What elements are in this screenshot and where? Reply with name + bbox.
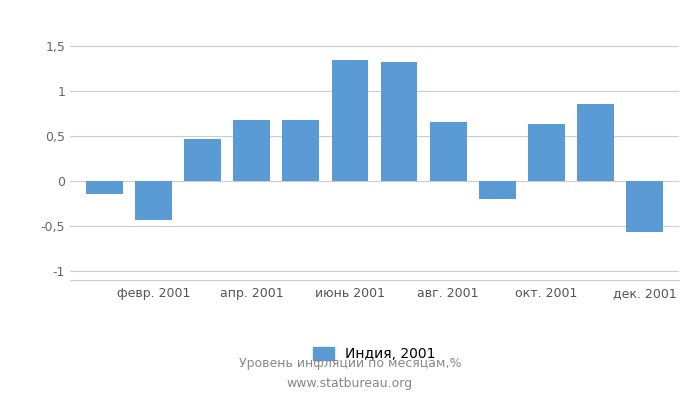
Bar [282,120,319,181]
Bar [430,122,467,181]
Bar [86,181,122,194]
Bar [577,104,614,181]
Bar [135,181,172,220]
Bar [233,120,270,181]
Text: www.statbureau.org: www.statbureau.org [287,378,413,390]
Text: Уровень инфляции по месяцам,%: Уровень инфляции по месяцам,% [239,358,461,370]
Bar [626,181,663,232]
Bar [332,60,368,181]
Bar [184,139,221,181]
Bar [479,181,516,199]
Bar [381,62,417,181]
Legend: Индия, 2001: Индия, 2001 [308,342,441,367]
Bar [528,124,565,181]
